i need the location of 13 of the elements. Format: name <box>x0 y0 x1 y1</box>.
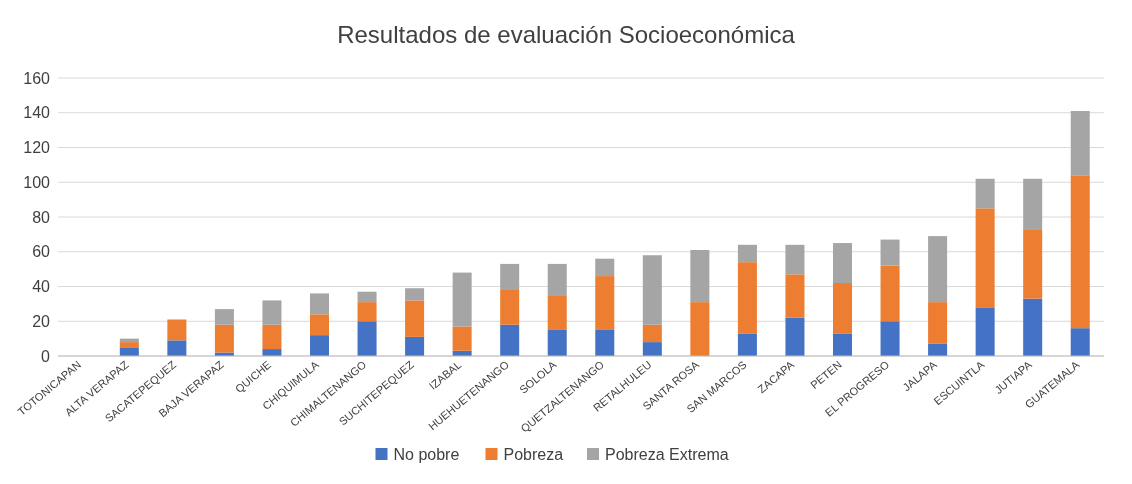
legend-label: Pobreza <box>503 445 564 463</box>
y-tick-label: 140 <box>23 104 51 122</box>
y-tick-label: 0 <box>41 347 51 365</box>
legend-label: No pobre <box>393 445 460 463</box>
y-tick-label: 160 <box>23 69 51 87</box>
y-tick-label: 40 <box>32 278 51 296</box>
y-tick-label: 60 <box>32 243 51 261</box>
y-tick-label: 120 <box>23 139 51 157</box>
chart-title: Resultados de evaluación Socioeconómica <box>337 21 796 48</box>
legend-label: Pobreza Extrema <box>605 445 729 463</box>
y-tick-label: 20 <box>32 312 51 330</box>
y-tick-label: 100 <box>23 173 51 191</box>
y-tick-label: 80 <box>32 208 51 226</box>
